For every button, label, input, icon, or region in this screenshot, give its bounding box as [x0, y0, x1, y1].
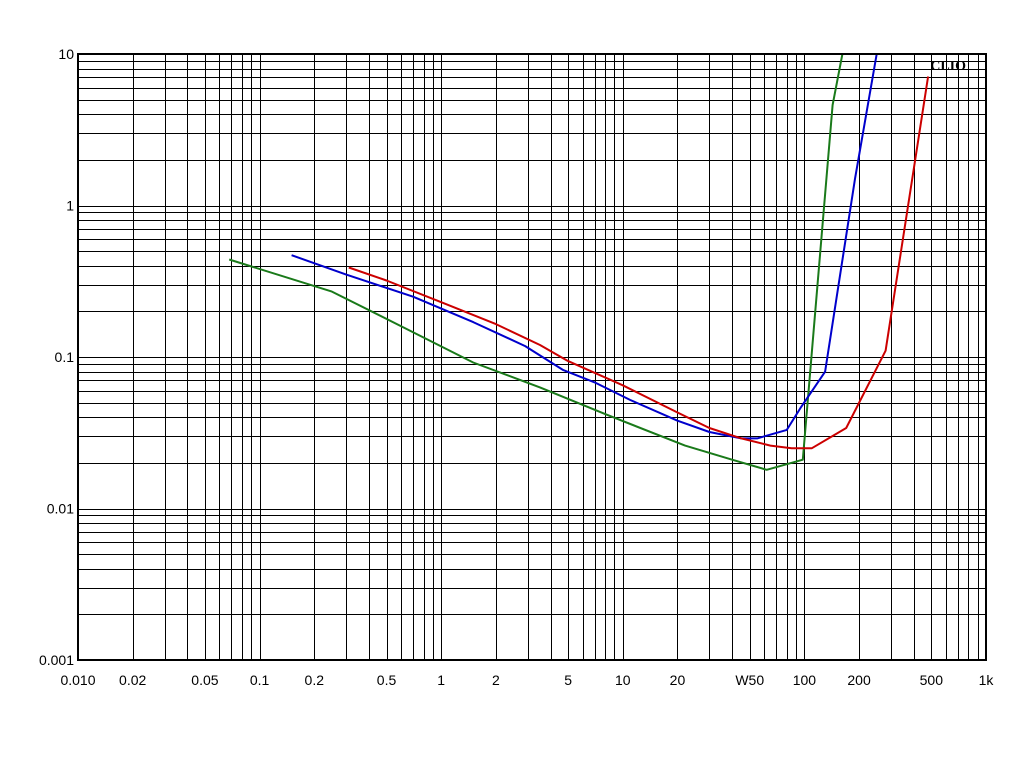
x-tick-label: 200 — [847, 672, 871, 688]
x-tick-label: 0.05 — [191, 672, 218, 688]
brand-label: CLIO — [930, 59, 966, 74]
x-tick-label: 1 — [437, 672, 445, 688]
y-tick-label: 10 — [58, 46, 74, 62]
y-tick-label: 0.01 — [47, 501, 74, 517]
x-tick-label: 2 — [492, 672, 500, 688]
series-line-3 — [348, 76, 930, 450]
x-tick-label: 0.5 — [377, 672, 397, 688]
x-axis-ticks: 0.010 0.02 0.05 0.1 0.2 0.5 1 2 5 10 20 W50 100 200 50… — [60, 672, 994, 688]
plot-frame — [77, 53, 987, 661]
x-tick-label: 5 — [564, 672, 572, 688]
x-tick-label: 500 — [920, 672, 944, 688]
x-tick-label: W50 — [735, 672, 764, 688]
y-tick-label: 0.1 — [55, 349, 75, 365]
y-tick-label: 0.001 — [39, 652, 74, 668]
x-tick-label: 10 — [615, 672, 631, 688]
y-tick-label: 1 — [66, 198, 74, 214]
x-tick-label: 0.2 — [305, 672, 325, 688]
x-tick-label: 1k — [979, 672, 995, 688]
series-group — [228, 54, 930, 471]
x-tick-label: 0.1 — [250, 672, 270, 688]
series-line-1 — [228, 54, 844, 471]
grid — [78, 54, 986, 661]
x-tick-label: 100 — [793, 672, 817, 688]
y-axis-ticks: 10 1 0.1 0.01 0.001 — [39, 46, 74, 668]
x-tick-label: 20 — [670, 672, 686, 688]
series-line-2 — [291, 54, 878, 440]
x-tick-label: 0.02 — [119, 672, 146, 688]
x-tick-label: 0.010 — [60, 672, 95, 688]
